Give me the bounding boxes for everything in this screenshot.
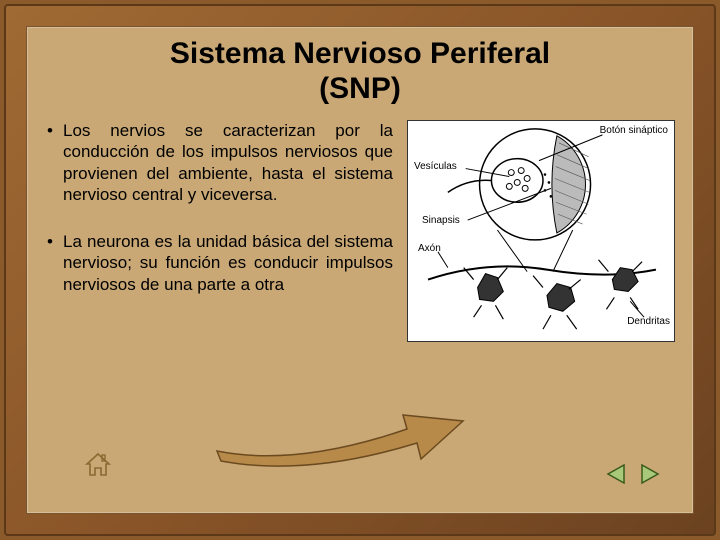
figure-label-boton: Botón sináptico xyxy=(600,125,668,136)
bullet-text: Los nervios se caracterizan por la condu… xyxy=(63,120,393,205)
title-line-1: Sistema Nervioso Periferal xyxy=(170,37,550,70)
home-icon xyxy=(83,450,113,478)
triangle-left-icon xyxy=(604,462,628,486)
bullet-item: • La neurona es la unidad básica del sis… xyxy=(45,231,393,295)
bullet-item: • Los nervios se caracterizan por la con… xyxy=(45,120,393,205)
figure-label-dendritas: Dendritas xyxy=(627,316,670,327)
swoosh-arrow-icon xyxy=(207,399,467,469)
prev-slide-button[interactable] xyxy=(603,461,629,487)
bullet-dot-icon: • xyxy=(45,231,63,295)
figure-label-sinapsis: Sinapsis xyxy=(422,215,460,226)
title-line-2: (SNP) xyxy=(319,72,401,105)
slide-panel: Sistema Nervioso Periferal (SNP) • Los n… xyxy=(26,26,694,514)
slide-frame: Sistema Nervioso Periferal (SNP) • Los n… xyxy=(4,4,716,536)
nav-controls xyxy=(603,461,663,487)
figure-label-vesiculas: Vesículas xyxy=(414,161,457,172)
home-button[interactable] xyxy=(83,450,113,483)
content-row: • Los nervios se caracterizan por la con… xyxy=(27,112,693,342)
bullet-dot-icon: • xyxy=(45,120,63,205)
bullet-text: La neurona es la unidad básica del siste… xyxy=(63,231,393,295)
slide-title: Sistema Nervioso Periferal (SNP) xyxy=(27,27,693,112)
neuron-diagram-svg xyxy=(408,121,674,341)
triangle-right-icon xyxy=(638,462,662,486)
text-column: • Los nervios se caracterizan por la con… xyxy=(45,120,399,342)
next-slide-button[interactable] xyxy=(637,461,663,487)
figure-label-axon: Axón xyxy=(418,243,441,254)
neuron-figure: Botón sináptico Vesículas Sinapsis Axón … xyxy=(407,120,675,342)
